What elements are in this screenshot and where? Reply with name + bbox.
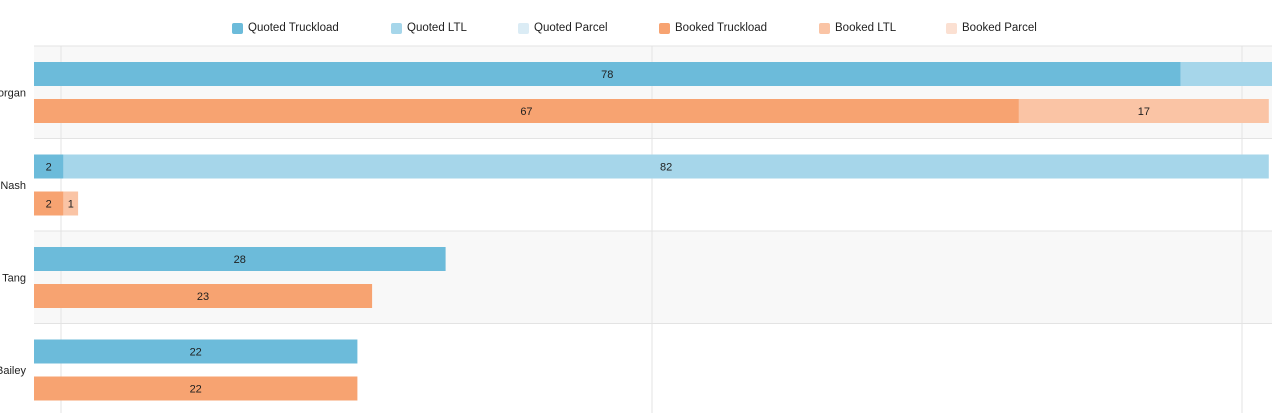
bar-booked-ltl[interactable] <box>1018 99 1269 123</box>
bar-value-label: 78 <box>601 69 613 81</box>
legend-swatch <box>391 22 402 34</box>
legend-item-booked-ltl[interactable]: Booked LTL <box>819 19 896 37</box>
legend-label: Quoted Parcel <box>534 22 608 34</box>
bar-quoted-truckload[interactable] <box>34 62 1181 86</box>
bar-booked-truckload[interactable] <box>34 376 358 401</box>
bar-value-label: 17 <box>1138 106 1150 118</box>
bar-quoted-ltl[interactable] <box>63 154 1269 179</box>
legend-label: Quoted LTL <box>407 22 467 34</box>
legend-swatch <box>518 22 529 34</box>
legend-item-quoted-parcel[interactable]: Quoted Parcel <box>518 19 608 37</box>
bar-value-label: 67 <box>520 106 532 118</box>
legend-swatch <box>946 22 957 34</box>
legend-item-booked-parcel[interactable]: Booked Parcel <box>946 19 1037 37</box>
bar-booked-truckload[interactable] <box>34 284 373 308</box>
category-label: Nash <box>0 180 26 192</box>
bar-booked-truckload[interactable] <box>34 99 1019 123</box>
bar-value-label: 1 <box>68 199 74 211</box>
bar-value-label: 22 <box>190 347 202 359</box>
bar-booked-ltl[interactable] <box>63 191 79 216</box>
legend-swatch <box>819 22 830 34</box>
legend-label: Booked Truckload <box>675 22 768 34</box>
bar-value-label: 22 <box>190 384 202 396</box>
bar-quoted-ltl[interactable] <box>1180 62 1272 86</box>
category-label: Tang <box>2 272 26 284</box>
bar-value-label: 82 <box>660 162 672 174</box>
legend-swatch <box>232 22 243 34</box>
legend-swatch <box>659 22 670 34</box>
category-label: organ <box>0 87 26 99</box>
band-background <box>34 138 1272 231</box>
bar-value-label: 23 <box>197 291 209 303</box>
legend-label: Booked Parcel <box>962 22 1037 34</box>
legend-item-booked-truckload[interactable]: Booked Truckload <box>659 19 767 37</box>
legend-label: Quoted Truckload <box>248 22 339 34</box>
band-background <box>34 231 1272 324</box>
legend-item-quoted-truckload[interactable]: Quoted Truckload <box>232 19 339 37</box>
category-label: Bailey <box>0 365 26 377</box>
bar-value-label: 2 <box>46 162 52 174</box>
bar-quoted-truckload[interactable] <box>34 339 358 364</box>
bar-booked-truckload[interactable] <box>34 191 64 216</box>
chart-legend: Quoted Truckload Quoted LTL Quoted Parcel B… <box>0 19 1272 37</box>
bar-quoted-truckload[interactable] <box>34 247 446 271</box>
bar-quoted-truckload[interactable] <box>34 154 64 179</box>
band-background <box>34 46 1272 139</box>
legend-label: Booked LTL <box>835 22 897 34</box>
bar-value-label: 28 <box>234 254 246 266</box>
legend-item-quoted-ltl[interactable]: Quoted LTL <box>391 19 467 37</box>
bar-value-label: 2 <box>46 199 52 211</box>
